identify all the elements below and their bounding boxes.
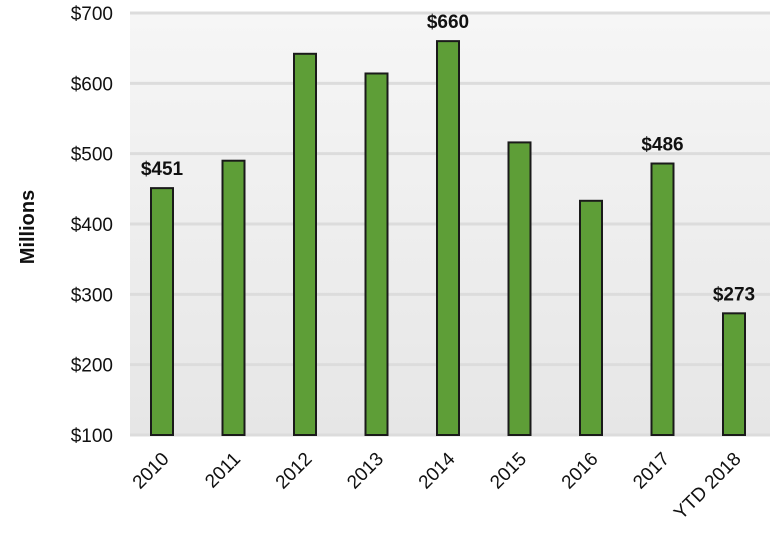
x-tick-label: YTD 2018 [670,449,745,524]
data-label: $273 [713,284,755,305]
x-tick-label: 2015 [486,449,531,494]
y-tick-label: $200 [71,356,113,377]
bar [221,159,246,436]
data-label: $451 [141,159,184,180]
y-axis-ticks: $100 $200 $300 $400 $500 $600 $700 [71,4,113,447]
bar [579,199,603,436]
data-label: $486 [641,135,683,156]
x-tick-label: 2012 [272,449,317,494]
bar [722,312,746,436]
data-label: $660 [427,12,469,33]
x-tick-label: 2016 [558,449,603,494]
y-tick-label: $700 [71,4,113,25]
y-tick-label: $400 [71,215,113,236]
bars [150,40,746,437]
x-tick-label: 2017 [629,449,674,494]
bar [650,162,675,436]
y-axis-label: Millions [17,190,39,264]
y-tick-label: $500 [71,145,113,166]
bar [436,40,460,437]
y-tick-label: $600 [71,74,113,95]
data-labels: $451 $660 $486 $273 [141,12,755,305]
bar [293,52,317,436]
x-tick-label: 2011 [201,449,245,493]
x-tick-label: 2010 [129,449,174,494]
bar [150,187,174,436]
y-tick-label: $300 [71,285,113,306]
x-tick-label: 2014 [415,448,460,493]
bar [507,141,532,436]
bar [364,72,389,436]
y-tick-label: $100 [71,426,113,447]
x-tick-label: 2013 [343,449,388,494]
